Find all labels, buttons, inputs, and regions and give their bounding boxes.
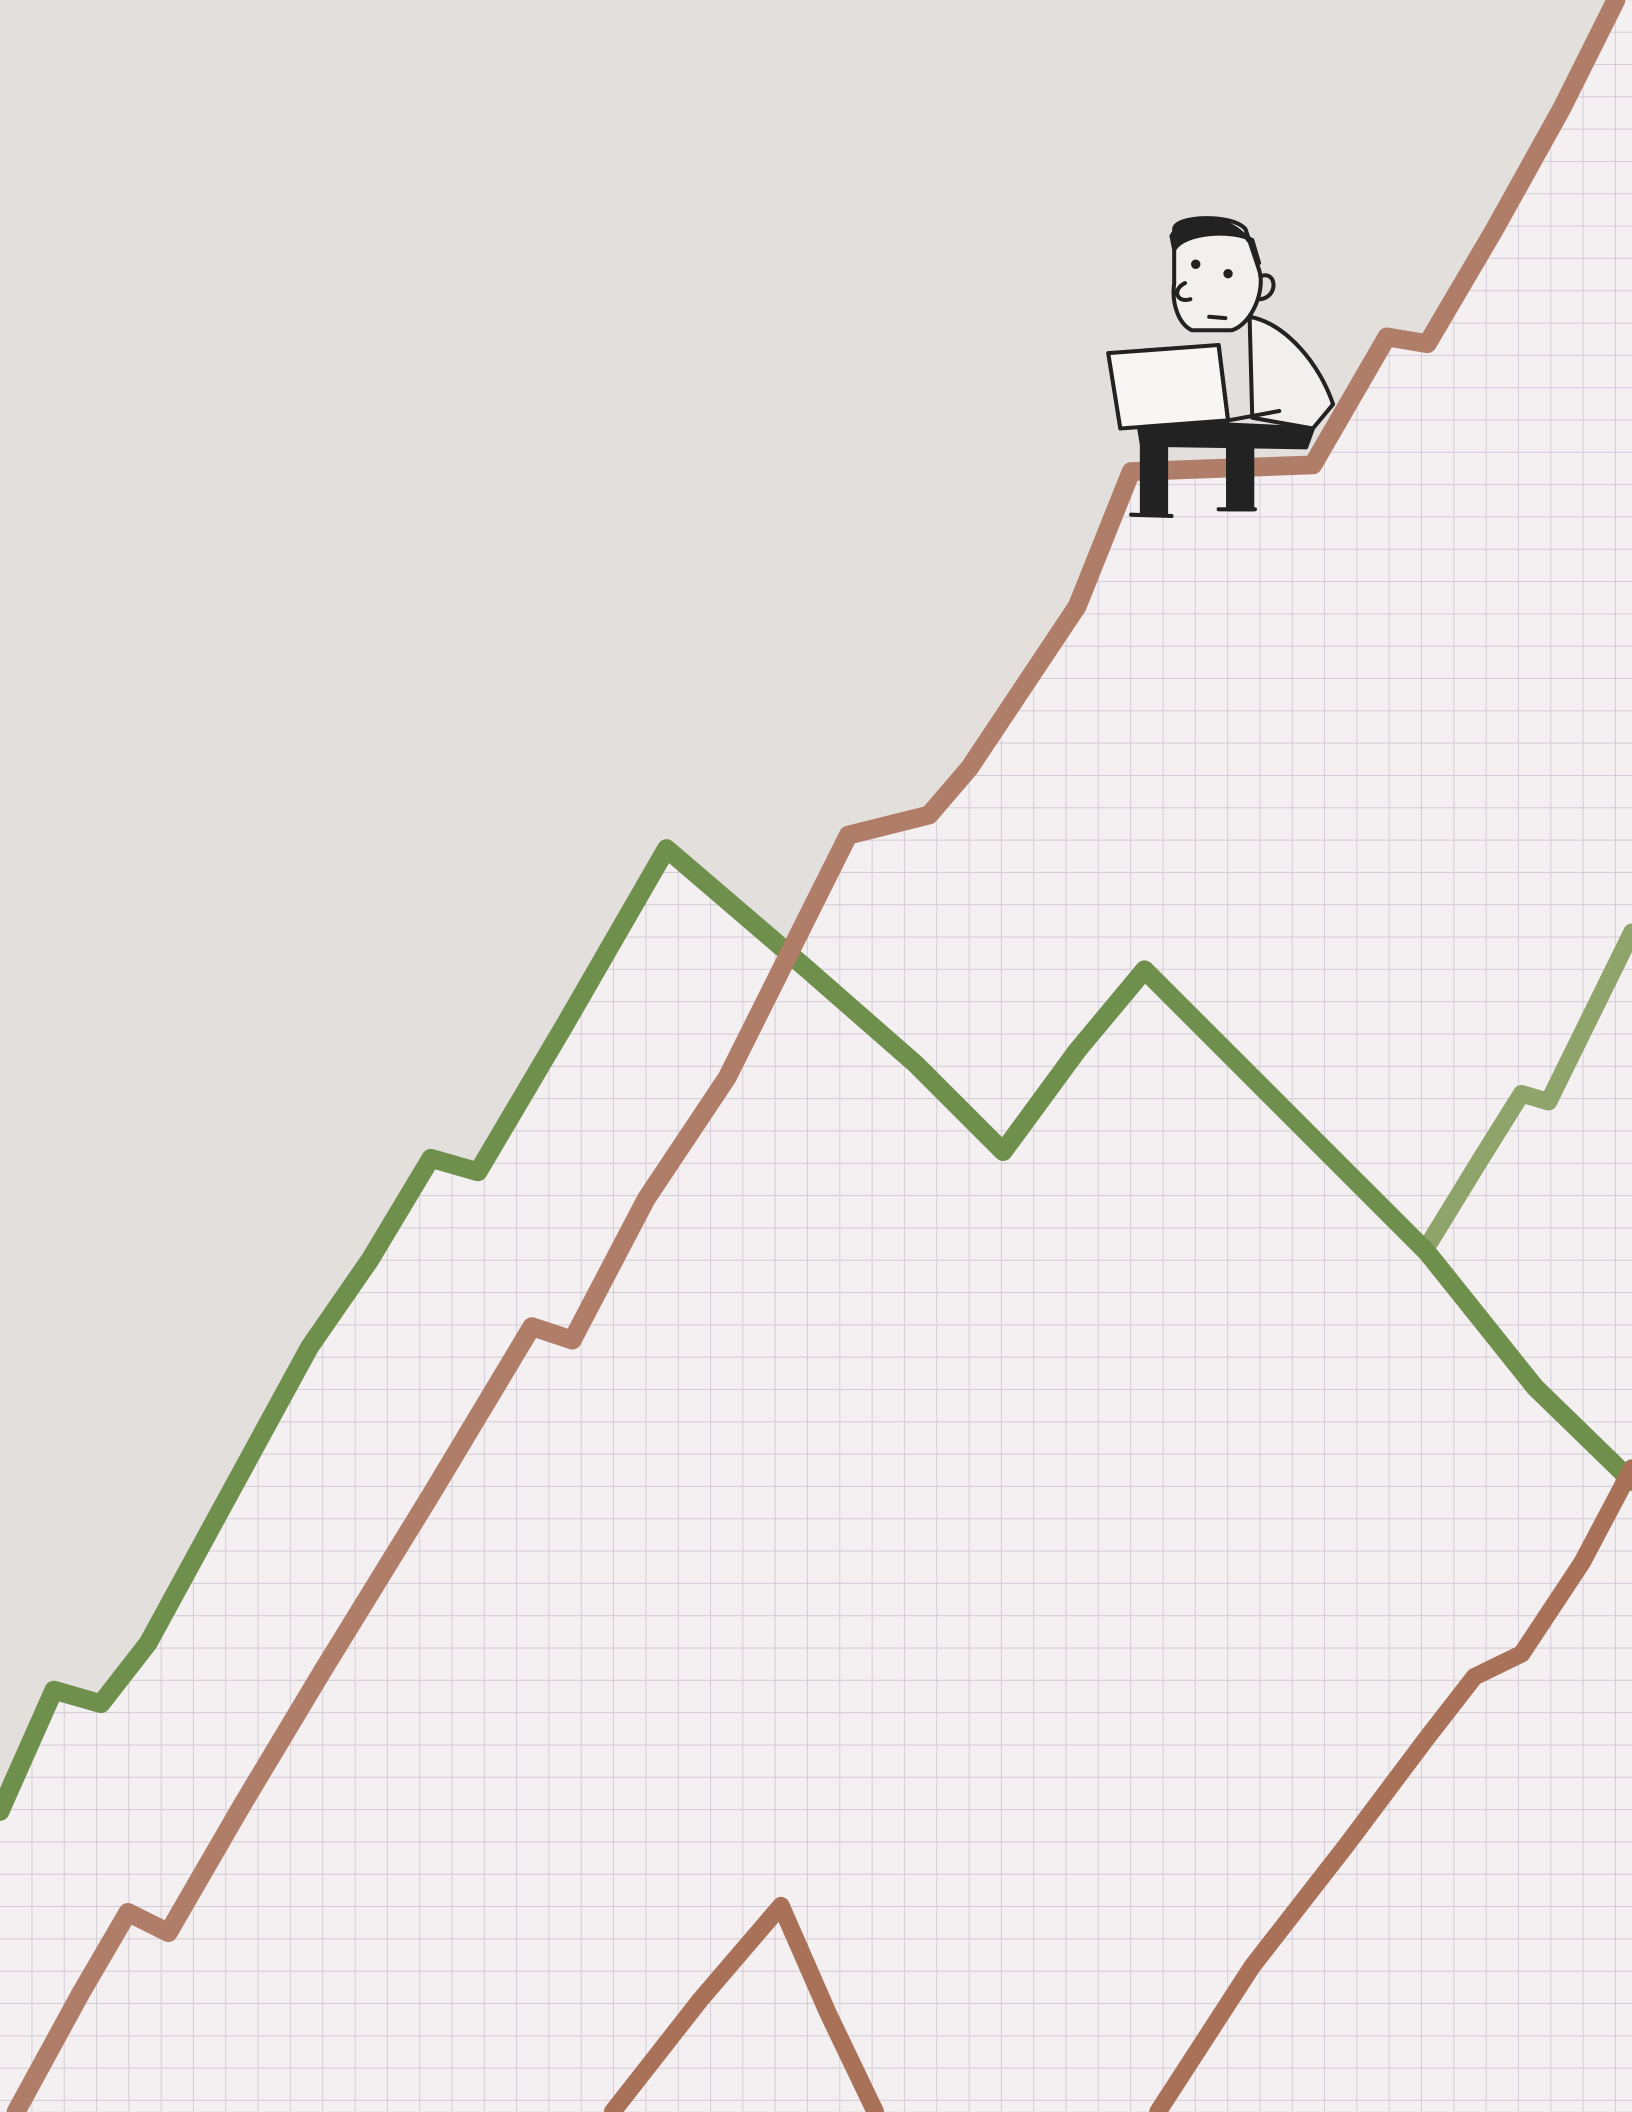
illustration xyxy=(0,0,1632,2112)
page xyxy=(0,0,1632,2112)
